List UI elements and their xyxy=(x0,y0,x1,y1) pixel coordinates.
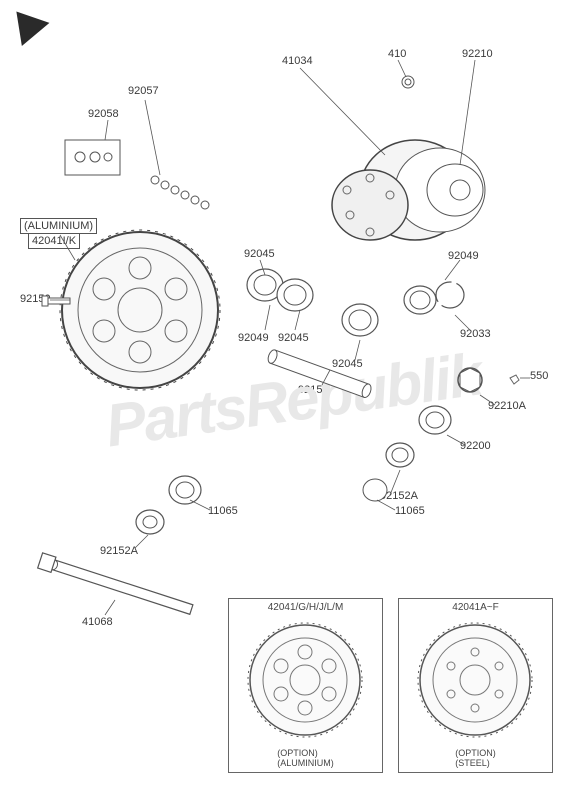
diagram-container: PartsRepublik xyxy=(0,0,585,800)
parts-illustration xyxy=(0,0,585,800)
